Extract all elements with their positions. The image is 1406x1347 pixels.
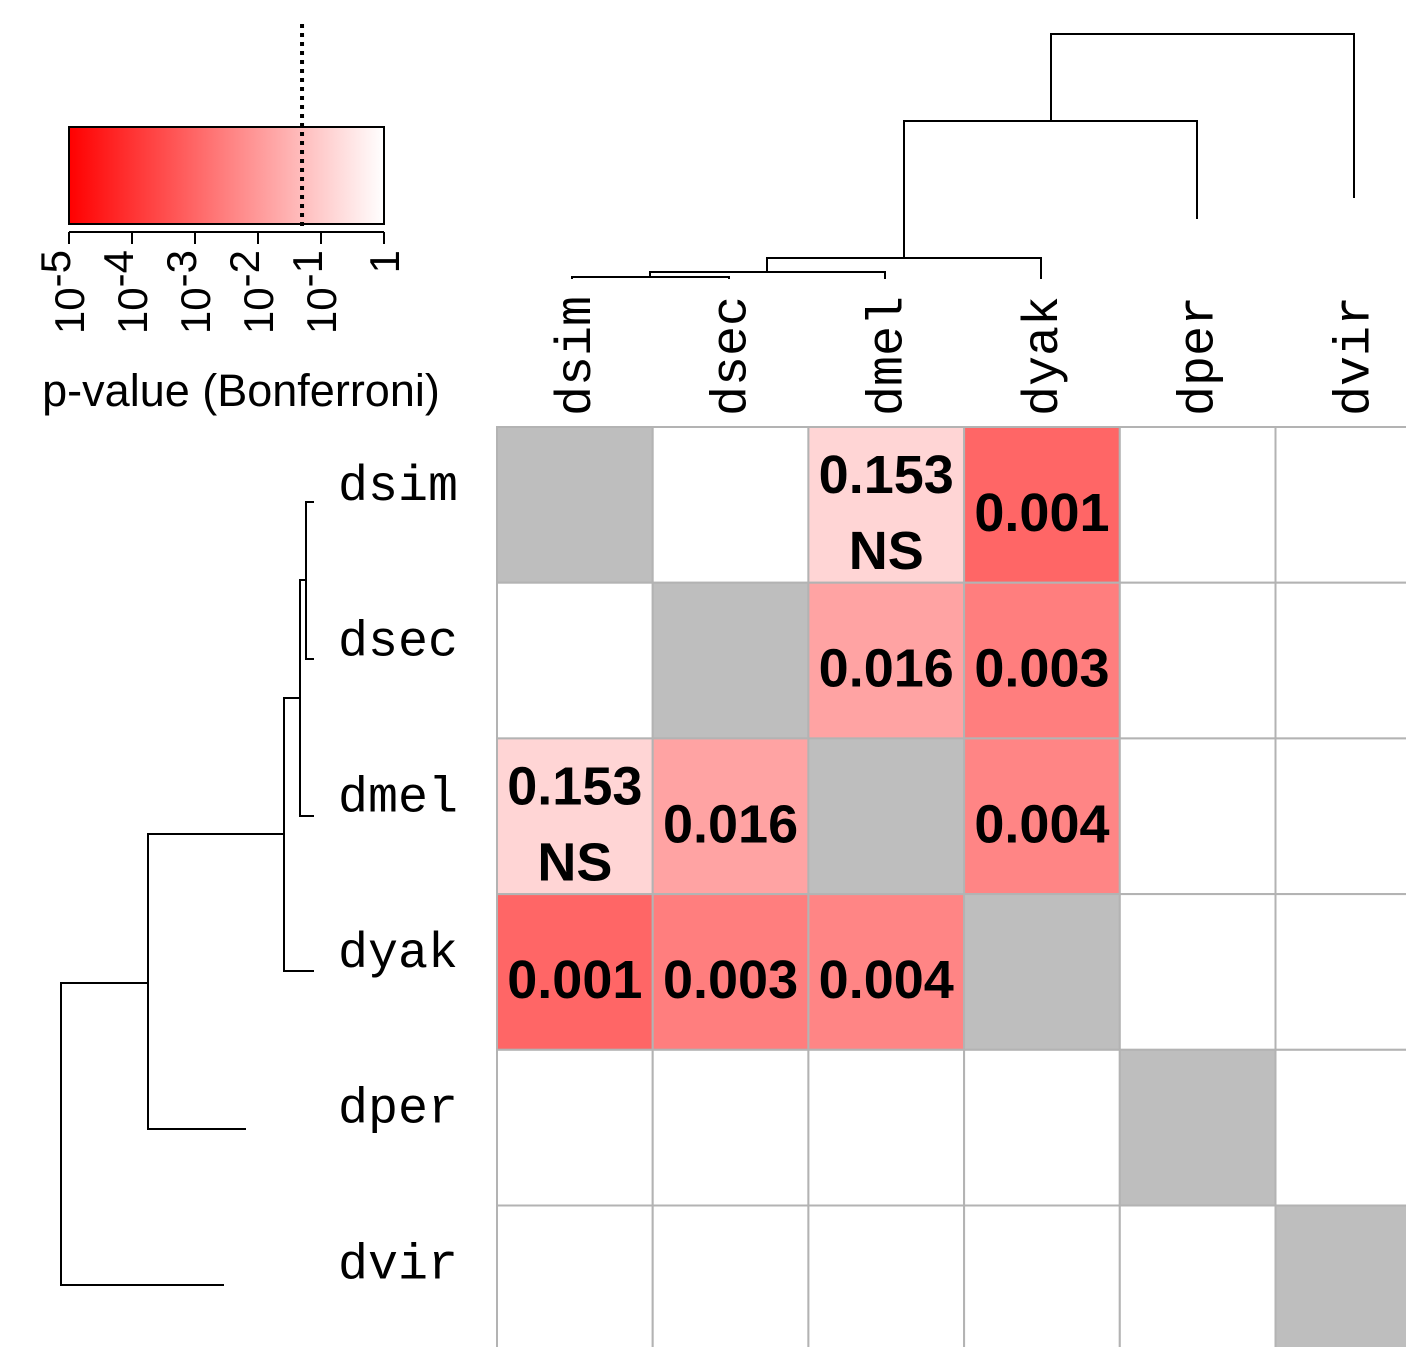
heatmap-cell — [1274, 1204, 1406, 1347]
heatmap-cell — [807, 737, 966, 896]
colorbar-gradient — [68, 126, 385, 225]
row-label-dsim: dsim — [338, 459, 458, 516]
heatmap-cell — [1274, 893, 1406, 1051]
heatmap-cell — [963, 1048, 1121, 1207]
cell-value-label: 0.153 — [819, 445, 954, 505]
heatmap-cell — [1274, 1048, 1406, 1207]
heatmap-grid: 0.153 NS 0.001 0.016 0.003 0.153 NS 0.016 0.004 0… — [496, 426, 1406, 1347]
column-label-dper: dper — [1172, 296, 1229, 416]
heatmap-cell — [651, 426, 810, 584]
column-label-dyak: dyak — [1016, 296, 1073, 416]
heatmap-cell — [496, 893, 654, 1051]
row-labels: dsim dsec dmel dyak dper dvir — [338, 459, 458, 1294]
heatmap-cell — [651, 1048, 810, 1207]
column-dendrogram — [571, 33, 1355, 279]
heatmap-cell — [496, 426, 654, 584]
cell-value-label: 0.016 — [663, 794, 798, 854]
cell-value-label: 0.004 — [974, 794, 1109, 854]
cell-value-label: 0.153 — [507, 756, 642, 816]
heatmap-cell — [1118, 426, 1277, 584]
heatmap-cell — [807, 1204, 966, 1347]
row-dendrogram — [60, 501, 314, 1286]
colorbar-tick-label: 10-2 — [221, 250, 282, 334]
colorbar-tick-label: 10-3 — [158, 250, 219, 334]
column-label-dmel: dmel — [860, 296, 917, 416]
heatmap-cell — [963, 893, 1121, 1051]
colorbar-label: p-value (Bonferroni) — [42, 365, 440, 416]
heatmap-cell — [651, 581, 810, 740]
row-label-dsec: dsec — [338, 615, 458, 672]
cell-value-label: 0.003 — [974, 639, 1109, 699]
heatmap-cell — [963, 737, 1121, 896]
column-labels: dsim dsec dmel dyak dper dvir — [549, 296, 1385, 416]
row-label-dvir: dvir — [338, 1237, 458, 1294]
column-label-dsim: dsim — [549, 296, 606, 416]
cell-significance-label: NS — [537, 832, 612, 892]
column-label-dsec: dsec — [705, 296, 762, 416]
cell-value-label: 0.003 — [663, 950, 798, 1010]
heatmap-cell — [1118, 1048, 1277, 1207]
row-label-dyak: dyak — [338, 926, 458, 983]
heatmap-cell — [807, 426, 966, 584]
heatmap-cell — [496, 1048, 654, 1207]
color-key: 10-510-410-310-210-1 1 p-value (Bonferron… — [32, 24, 440, 416]
colorbar-tick-label: 10-4 — [95, 250, 156, 334]
heatmap-cell — [651, 893, 810, 1051]
cell-value-label: 0.001 — [507, 950, 642, 1010]
heatmap-cell — [1274, 737, 1406, 896]
column-label-dvir: dvir — [1327, 296, 1384, 416]
cell-value-label: 0.016 — [819, 639, 954, 699]
colorbar-tick-label: 1 — [361, 250, 408, 273]
heatmap-cell — [1118, 1204, 1277, 1347]
heatmap-cell — [1274, 581, 1406, 740]
heatmap-cell — [1118, 581, 1277, 740]
heatmap-cell — [496, 1204, 654, 1347]
colorbar-tick-label: 10-5 — [32, 250, 93, 334]
colorbar-tick-label: 10-1 — [284, 250, 345, 334]
cell-significance-label: NS — [849, 521, 924, 581]
row-label-dmel: dmel — [338, 770, 458, 827]
heatmap-cell — [963, 426, 1121, 584]
row-label-dper: dper — [338, 1082, 458, 1139]
heatmap-cell — [963, 1204, 1121, 1347]
cell-value-label: 0.004 — [819, 950, 954, 1010]
heatmap-cell — [807, 1048, 966, 1207]
heatmap-cell — [1118, 893, 1277, 1051]
cell-value-label: 0.001 — [974, 483, 1109, 543]
heatmap-cell — [651, 737, 810, 896]
colorbar-ticks: 10-510-410-310-210-1 1 — [32, 232, 408, 334]
heatmap-cell — [1118, 737, 1277, 896]
heatmap-cell — [496, 581, 654, 740]
heatmap-cell — [651, 1204, 810, 1347]
heatmap-cell — [1274, 426, 1406, 584]
